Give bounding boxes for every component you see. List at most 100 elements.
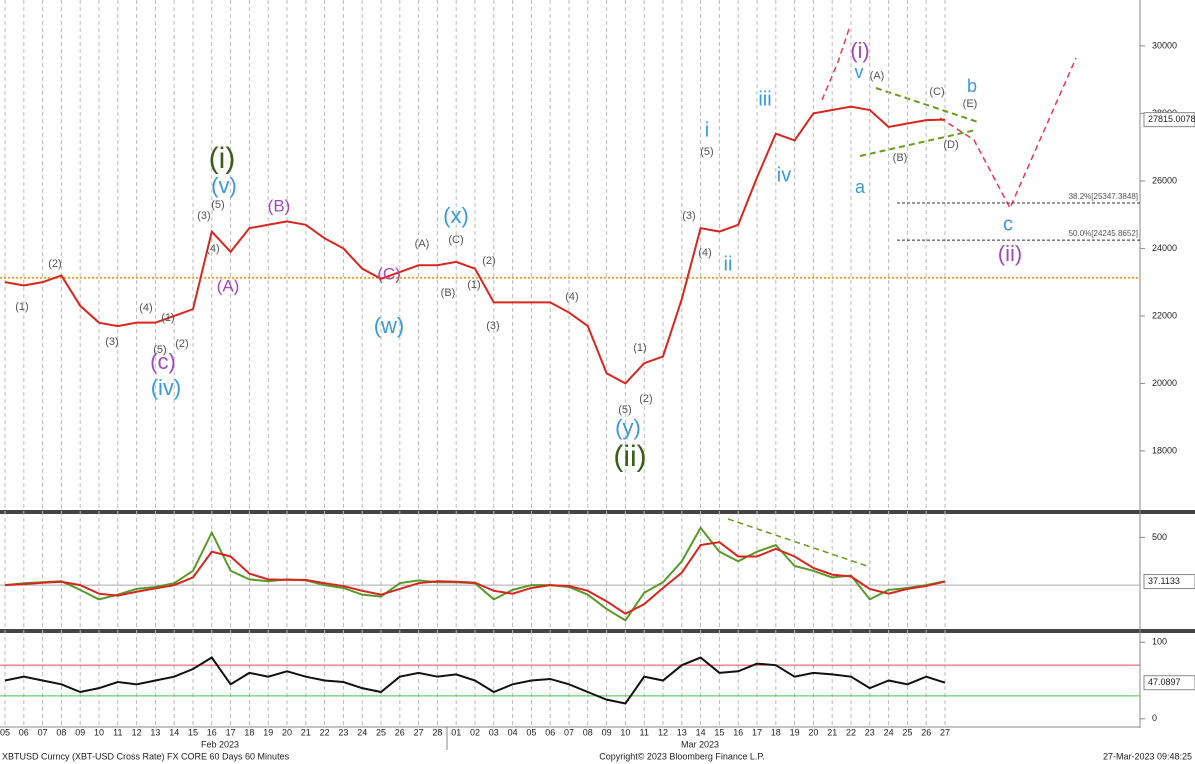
x-tick-label: 17 <box>752 727 762 737</box>
wave-label: (5) <box>700 146 713 158</box>
x-tick-label: 26 <box>921 727 931 737</box>
footer-center: Copyright© 2023 Bloomberg Finance L.P. <box>599 751 765 761</box>
wave-label: (i) <box>209 142 236 175</box>
x-tick-label: 21 <box>827 727 837 737</box>
wave-label: (x) <box>443 203 469 228</box>
x-tick-label: 28 <box>432 727 442 737</box>
wave-label: (i) <box>850 38 870 63</box>
last-value-box <box>1143 112 1195 128</box>
wave-label: v <box>855 62 864 82</box>
wave-label: (C) <box>448 234 463 246</box>
fib-label: 38.2%[25347.3848] <box>1069 192 1138 201</box>
wave-label: (A) <box>415 238 430 250</box>
wave-label: (E) <box>963 98 978 110</box>
x-tick-label: 22 <box>846 727 856 737</box>
x-tick-label: 10 <box>620 727 630 737</box>
wave-label: (1) <box>633 342 646 354</box>
footer-left: XBTUSD Curncy (XBT-USD Cross Rate) FX CO… <box>2 751 290 761</box>
series-line <box>4 541 946 615</box>
y-tick-label: 0 <box>1152 713 1157 723</box>
x-tick-label: 09 <box>75 727 85 737</box>
wave-label: iv <box>777 164 791 186</box>
trend-line <box>875 87 979 123</box>
x-tick-label: 18 <box>244 727 254 737</box>
x-tick-label: 06 <box>545 727 555 737</box>
wave-label: (1) <box>467 279 480 291</box>
wave-label: (ii) <box>613 440 646 473</box>
x-group-label: Feb 2023 <box>201 739 239 749</box>
x-tick-label: 21 <box>301 727 311 737</box>
x-tick-label: 23 <box>865 727 875 737</box>
wave-label: i <box>705 119 709 141</box>
wave-label: (4) <box>698 247 711 259</box>
x-tick-label: 06 <box>19 727 29 737</box>
wave-label: (y) <box>615 415 641 440</box>
x-tick-label: 24 <box>884 727 894 737</box>
x-tick-label: 22 <box>320 727 330 737</box>
x-tick-label: 08 <box>56 727 66 737</box>
wave-label: (3) <box>486 320 499 332</box>
y-tick-label: 26000 <box>1152 175 1177 185</box>
wave-label: (A) <box>870 70 885 82</box>
divergence-line <box>727 518 871 568</box>
wave-label: (3) <box>197 210 210 222</box>
x-tick-label: 16 <box>733 727 743 737</box>
x-tick-label: 16 <box>207 727 217 737</box>
x-tick-label: 05 <box>0 727 10 737</box>
wave-label: (3) <box>682 210 695 222</box>
series-line <box>4 656 946 705</box>
x-tick-label: 14 <box>696 727 706 737</box>
x-tick-label: 14 <box>169 727 179 737</box>
x-tick-label: 01 <box>451 727 461 737</box>
x-tick-label: 23 <box>338 727 348 737</box>
y-tick-label: 100 <box>1152 637 1167 647</box>
wave-label: (B) <box>441 287 456 299</box>
wave-label: (5) <box>618 404 631 416</box>
x-tick-label: 13 <box>677 727 687 737</box>
wave-label: (ii) <box>998 241 1022 266</box>
last-value-box <box>1143 675 1195 691</box>
series-line <box>4 105 946 385</box>
wave-label: b <box>967 76 977 96</box>
wave-label: (w) <box>374 313 405 338</box>
y-tick-label: 24000 <box>1152 243 1177 253</box>
footer-right: 27-Mar-2023 09:48:25 <box>1103 751 1192 761</box>
x-tick-label: 03 <box>489 727 499 737</box>
x-tick-label: 12 <box>658 727 668 737</box>
wave-label: (2) <box>639 393 652 405</box>
wave-label: (2) <box>175 338 188 350</box>
panel-separator <box>0 510 1195 514</box>
wave-label: (4) <box>565 291 578 303</box>
x-tick-label: 08 <box>583 727 593 737</box>
x-tick-label: 07 <box>38 727 48 737</box>
y-tick-label: 18000 <box>1152 445 1177 455</box>
x-tick-label: 25 <box>376 727 386 737</box>
wave-label: (1) <box>161 312 174 324</box>
wave-label: (4) <box>206 243 219 255</box>
wave-label: (4) <box>139 302 152 314</box>
x-group-label: Mar 2023 <box>681 739 719 749</box>
x-tick-label: 20 <box>282 727 292 737</box>
wave-label: c <box>1003 213 1013 235</box>
wave-label: ii <box>724 253 733 275</box>
x-tick-label: 18 <box>771 727 781 737</box>
wave-label: (B) <box>893 152 908 164</box>
x-tick-label: 26 <box>395 727 405 737</box>
y-tick-label: 22000 <box>1152 310 1177 320</box>
projection <box>821 25 1077 210</box>
x-tick-label: 17 <box>226 727 236 737</box>
x-tick-label: 27 <box>414 727 424 737</box>
wave-label: (v) <box>211 173 237 198</box>
x-tick-label: 24 <box>357 727 367 737</box>
wave-label: (2) <box>482 255 495 267</box>
wave-label: iii <box>758 88 771 110</box>
wave-label: (B) <box>268 196 291 215</box>
x-tick-label: 07 <box>564 727 574 737</box>
x-tick-label: 27 <box>940 727 950 737</box>
y-tick-label: 30000 <box>1152 40 1177 50</box>
wave-label: (1) <box>15 301 28 313</box>
wave-label: (A) <box>217 276 240 295</box>
x-tick-label: 19 <box>263 727 273 737</box>
fib-label: 50.0%[24245.8652] <box>1069 229 1138 238</box>
